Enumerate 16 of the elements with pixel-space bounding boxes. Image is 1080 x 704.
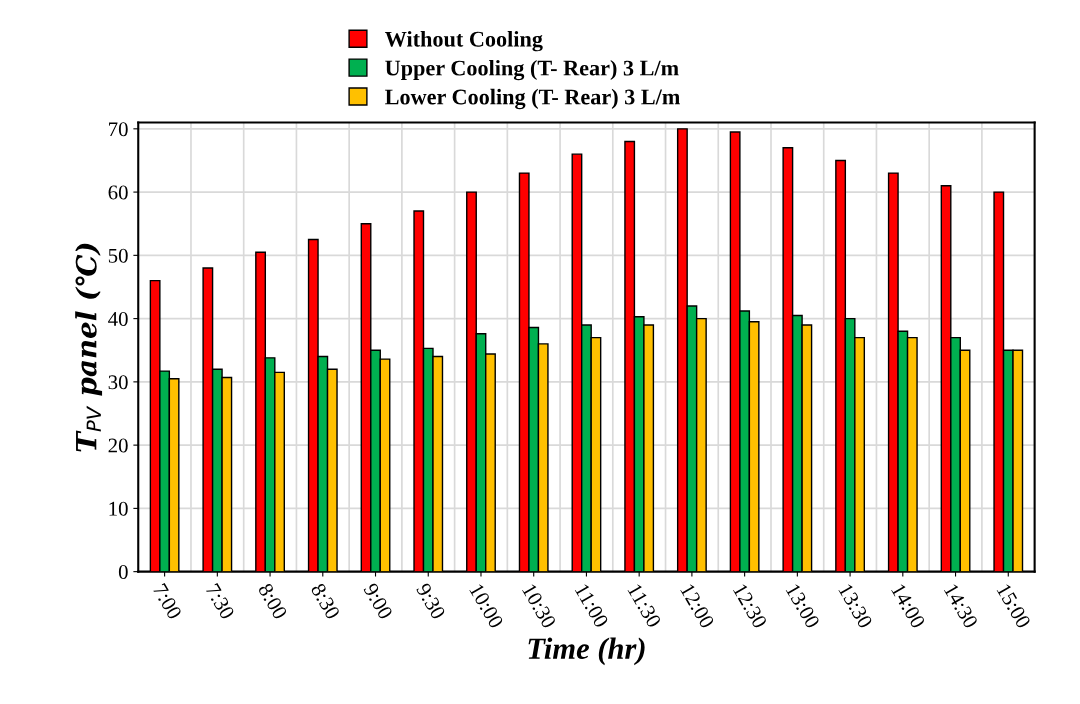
- x-tick-label: 8:30: [310, 582, 341, 621]
- y-tick-label: 50: [108, 248, 128, 263]
- legend-label: Without Cooling: [384, 31, 543, 52]
- y-tick-label: 60: [108, 185, 128, 200]
- y-tick-label: 20: [108, 438, 128, 453]
- y-tick-label: 0: [118, 565, 128, 580]
- x-tick-label: 7:30: [205, 582, 235, 621]
- y-tick-label: 30: [108, 375, 128, 390]
- legend-label: Upper Cooling (T- Rear) 3 L/m: [385, 59, 679, 81]
- legend-label: Lower Cooling (T- Rear) 3 L/m: [385, 88, 680, 110]
- y-tick-label: 40: [108, 311, 128, 327]
- y-tick-label: 70: [109, 122, 128, 137]
- x-axis-title: Time (hr): [528, 637, 645, 666]
- y-axis-title: T$_{PV}$ panel (℃): [75, 243, 103, 452]
- x-tick-label: 8:00: [257, 582, 288, 621]
- y-tick-label: 10: [109, 501, 128, 516]
